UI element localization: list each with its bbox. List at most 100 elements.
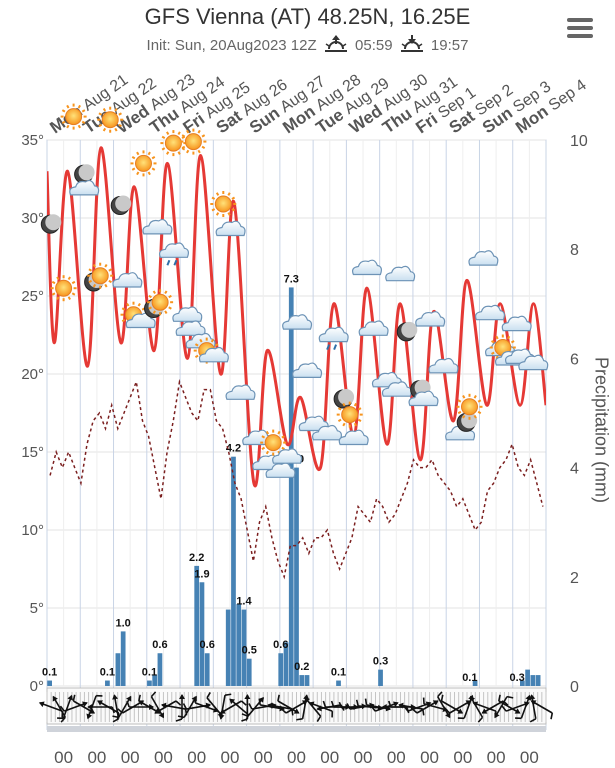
precip-bar <box>530 675 536 686</box>
precip-bar <box>246 658 252 686</box>
wind-barb-icon <box>469 695 484 723</box>
cloud-weather-icon <box>198 346 229 363</box>
sun-weather-icon <box>336 401 363 428</box>
y-left-tick-label: 15° <box>21 444 44 461</box>
x-hour-label: 00 <box>221 748 240 767</box>
wind-barb-icon <box>52 695 66 723</box>
wind-barb-icon <box>530 700 554 720</box>
wind-barb-icon <box>57 694 74 720</box>
y-right-tick-label: 8 <box>570 242 579 259</box>
precip-data-label: 1.9 <box>194 568 209 580</box>
x-hour-label: 00 <box>420 748 439 767</box>
wind-barb-icon <box>411 700 439 714</box>
x-hour-label: 00 <box>187 748 206 767</box>
precip-data-label: 7.3 <box>284 273 299 285</box>
precip-bar <box>299 675 305 686</box>
wind-barb-icon <box>440 694 464 714</box>
sunrise-icon <box>324 35 347 52</box>
precip-data-label: 1.4 <box>236 596 252 608</box>
wind-barb-icon <box>498 694 521 714</box>
precip-bar <box>231 456 236 686</box>
sun-weather-icon <box>87 262 114 289</box>
cloud-weather-icon <box>415 311 446 327</box>
cloud-weather-icon <box>501 315 532 332</box>
cloud-weather-icon <box>468 250 499 266</box>
sun-weather-icon <box>60 103 87 130</box>
precip-bar <box>194 565 200 686</box>
x-hour-label: 00 <box>354 748 373 767</box>
sun-weather-icon <box>210 191 237 217</box>
y-left-tick-label: 0° <box>30 678 44 695</box>
x-hour-label: 00 <box>154 748 173 767</box>
precip-data-label: 0.1 <box>462 672 477 684</box>
precip-data-label: 0.3 <box>509 672 524 684</box>
moon-weather-icon <box>40 214 62 234</box>
precip-bar <box>288 287 294 686</box>
moon-weather-icon <box>396 321 418 342</box>
precip-bar <box>225 609 231 686</box>
moon-weather-icon <box>456 412 478 432</box>
sun-weather-icon <box>260 429 287 456</box>
precip-bar <box>204 653 210 686</box>
precip-data-label: 0.6 <box>273 639 288 651</box>
x-hour-label: 00 <box>453 748 472 767</box>
sun-weather-icon <box>456 393 483 420</box>
cloud-weather-icon <box>408 390 439 407</box>
precip-bar <box>152 675 158 686</box>
cloud-weather-icon <box>474 304 505 321</box>
cloud-weather-icon <box>311 424 342 441</box>
cloud-weather-icon <box>225 384 256 400</box>
precip-bar <box>294 467 299 686</box>
cloud-weather-icon <box>292 362 323 378</box>
precip-bar <box>115 653 121 686</box>
x-hour-label: 00 <box>54 748 73 767</box>
y-right-tick-label: 10 <box>570 133 588 150</box>
y-right-tick-label: 0 <box>570 679 579 696</box>
wind-barb-icon <box>59 701 88 712</box>
precip-bar <box>535 675 541 686</box>
wind-scrollbar <box>47 726 546 732</box>
wind-barb-icon <box>219 700 247 714</box>
precip-bar <box>120 631 126 686</box>
rain-weather-icon <box>318 326 349 350</box>
sun-weather-icon <box>160 130 187 157</box>
precip-bar <box>378 669 383 686</box>
precip-bar <box>157 653 163 686</box>
y-right-tick-label: 6 <box>570 351 579 368</box>
chart-subtitle: Init: Sun, 20Aug2023 12Z 05:59 19:57 <box>0 35 615 54</box>
cloud-weather-icon <box>112 272 143 288</box>
moon-weather-icon <box>333 389 355 409</box>
precip-data-label: 1.0 <box>116 617 131 629</box>
y-left-tick-label: 5° <box>30 600 44 617</box>
rain-weather-icon <box>158 242 189 266</box>
precip-bar <box>236 604 242 686</box>
chart-title: GFS Vienna (AT) 48.25N, 16.25E <box>144 4 471 29</box>
wind-barb-icon <box>304 697 322 723</box>
wind-barb-icon <box>112 694 120 723</box>
wind-barb-icon <box>277 694 300 714</box>
sun-weather-icon <box>180 128 207 155</box>
precip-bar <box>525 669 530 686</box>
precip-data-label: 0.1 <box>42 667 57 679</box>
precip-bar <box>105 680 110 686</box>
cloud-weather-icon <box>351 259 382 276</box>
temperature-line <box>47 146 546 488</box>
precip-data-label: 0.1 <box>142 667 157 679</box>
precip-data-label: 0.5 <box>242 645 257 657</box>
cloud-weather-icon <box>142 218 173 235</box>
precip-bar <box>278 653 284 686</box>
precip-bar <box>283 642 289 686</box>
wind-barb-icon <box>150 691 165 719</box>
precip-bar <box>241 609 247 686</box>
cloud-weather-icon <box>175 320 206 336</box>
cloud-weather-icon <box>265 462 296 478</box>
cloud-weather-icon <box>358 320 389 336</box>
wind-barb-icon <box>437 691 451 719</box>
menu-icon[interactable] <box>567 18 593 40</box>
cloud-weather-icon <box>518 354 549 371</box>
x-hour-label: 00 <box>87 748 106 767</box>
cloud-weather-icon <box>125 312 156 329</box>
precip-bar <box>147 680 152 686</box>
precip-data-label: 0.2 <box>294 661 309 673</box>
